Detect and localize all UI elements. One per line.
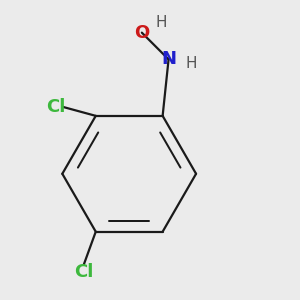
Text: N: N bbox=[161, 50, 176, 68]
Text: Cl: Cl bbox=[46, 98, 65, 116]
Text: H: H bbox=[155, 15, 167, 30]
Text: Cl: Cl bbox=[74, 263, 94, 281]
Text: H: H bbox=[185, 56, 196, 71]
Text: O: O bbox=[134, 24, 149, 42]
